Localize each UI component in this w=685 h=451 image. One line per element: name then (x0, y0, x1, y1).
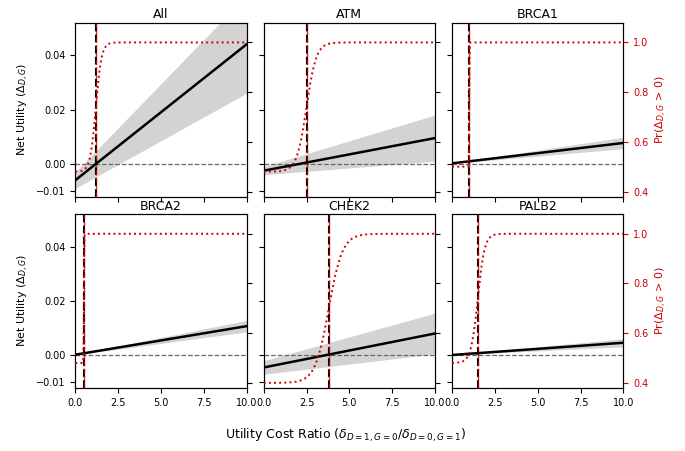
Title: BRCA2: BRCA2 (140, 200, 182, 213)
Title: PALB2: PALB2 (519, 200, 557, 213)
Y-axis label: Pr($\Delta_{D,G}$ > 0): Pr($\Delta_{D,G}$ > 0) (654, 75, 669, 144)
Title: All: All (153, 9, 169, 21)
Y-axis label: Net Utility ($\Delta_{D,G}$): Net Utility ($\Delta_{D,G}$) (16, 63, 31, 156)
Title: ATM: ATM (336, 9, 362, 21)
Y-axis label: Pr($\Delta_{D,G}$ > 0): Pr($\Delta_{D,G}$ > 0) (654, 267, 669, 335)
Title: BRCA1: BRCA1 (516, 9, 559, 21)
Y-axis label: Net Utility ($\Delta_{D,G}$): Net Utility ($\Delta_{D,G}$) (16, 254, 31, 347)
Title: CHEK2: CHEK2 (328, 200, 371, 213)
Text: Utility Cost Ratio ($\delta_{D=1,G=0}/\delta_{D=0,G=1}$): Utility Cost Ratio ($\delta_{D=1,G=0}/\d… (225, 427, 466, 444)
